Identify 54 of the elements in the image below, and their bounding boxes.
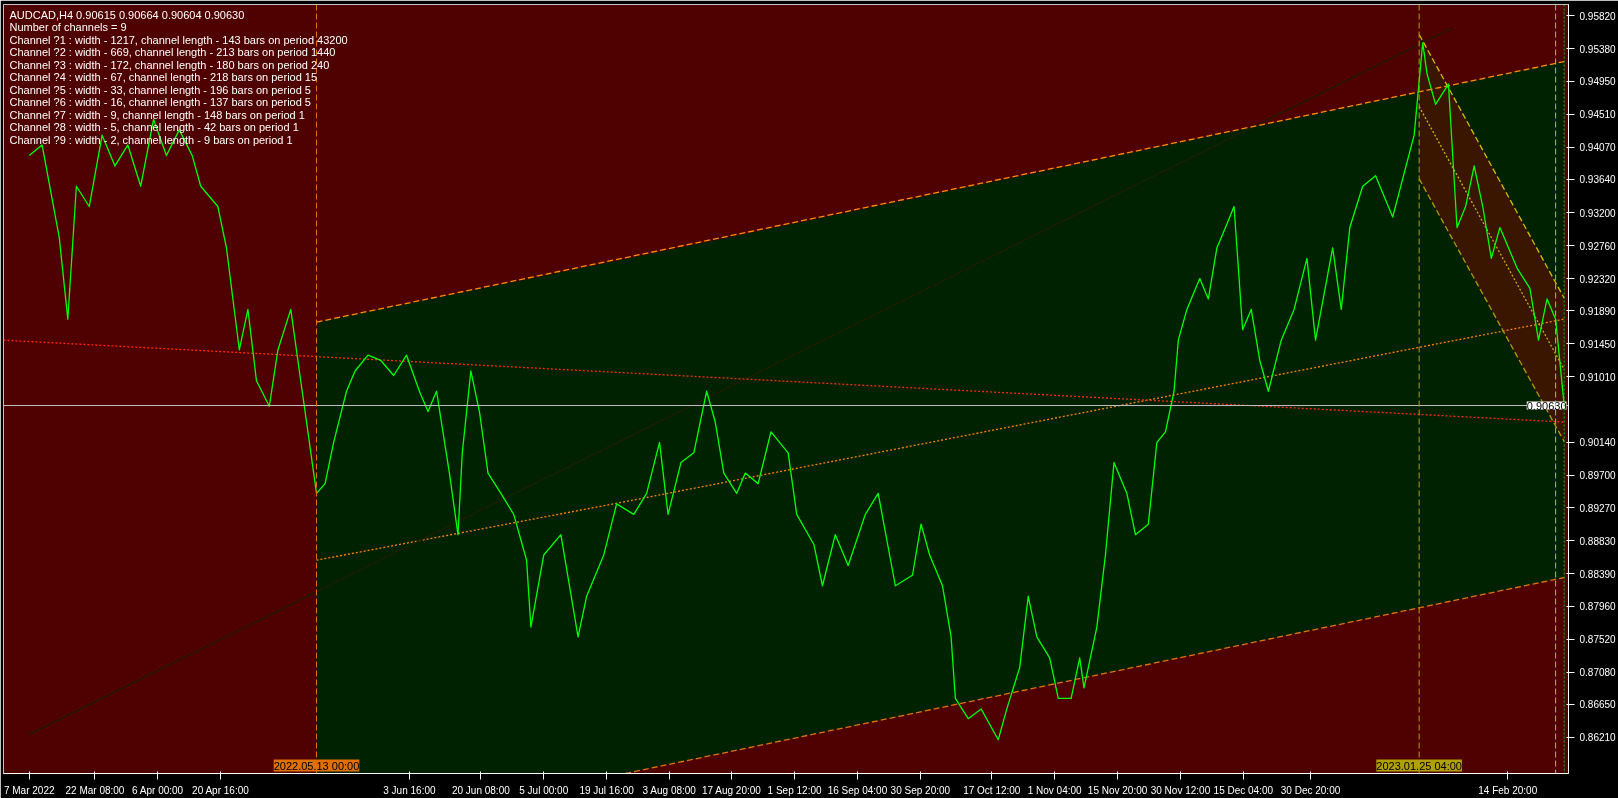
x-tick-label: 19 Jul 16:00 (579, 784, 635, 796)
annotation: Channel ?7 : width - 9, channel length - 148 bars on period 1 (9, 108, 305, 121)
y-tick-label: 0.89700 (1579, 470, 1617, 482)
y-tick-label: 0.91010 (1579, 371, 1617, 383)
y-tick-label: 0.88390 (1579, 568, 1617, 580)
annotation: Channel ?4 : width - 67, channel length - 218 bars on period 15 (9, 71, 318, 83)
x-tick-label: 22 Mar 08:00 (65, 784, 125, 796)
x-tick-label: 3 Jun 16:00 (383, 784, 436, 796)
x-tick-label: 6 Apr 00:00 (132, 784, 184, 796)
y-tick-label: 0.87080 (1579, 667, 1617, 679)
x-tick-label: 30 Dec 20:00 (1280, 784, 1341, 796)
y-tick-label: 0.93200 (1579, 207, 1617, 219)
y-tick-label: 0.92320 (1579, 273, 1617, 285)
y-tick-label: 0.95820 (1579, 10, 1617, 22)
y-tick-label: 0.95380 (1579, 43, 1617, 55)
y-tick-label: 0.91450 (1579, 338, 1617, 350)
y-tick-label: 0.90140 (1579, 437, 1617, 449)
y-tick-label: 0.89270 (1579, 502, 1617, 514)
x-tick-label: 5 Jul 00:00 (519, 784, 569, 796)
y-tick-label: 0.87960 (1579, 601, 1617, 613)
x-tick-label: 16 Sep 04:00 (827, 784, 888, 796)
y-tick-label: 0.94070 (1579, 142, 1617, 154)
y-tick-label: 0.94950 (1579, 76, 1617, 88)
y-tick-label: 0.94510 (1579, 109, 1617, 121)
x-tick-label: 17 Aug 20:00 (701, 784, 762, 796)
x-tick-label: 1 Nov 04:00 (1027, 784, 1083, 796)
x-tick-label: 17 Oct 12:00 (963, 784, 1021, 796)
y-tick-label: 0.92760 (1579, 240, 1617, 252)
ref-line-label: 2023.01.25 04:00 (1376, 759, 1462, 772)
x-tick-label: 14 Feb 20:00 (1478, 784, 1538, 796)
annotation: Number of channels = 9 (9, 21, 127, 33)
annotation: Channel ?1 : width - 1217, channel length - 143 bars on period 43200 (9, 33, 348, 46)
y-tick-label: 0.91890 (1579, 305, 1617, 317)
y-tick-label: 0.88830 (1579, 535, 1617, 547)
x-tick-label: 15 Nov 20:00 (1087, 784, 1148, 796)
ref-line-label: 0.90630 (1526, 399, 1567, 412)
y-tick-label: 0.86650 (1579, 699, 1617, 711)
chart-title: AUDCAD,H4 0.90615 0.90664 0.90604 0.90630 (9, 8, 245, 21)
annotation: Channel ?2 : width - 669, channel length - 213 bars on period 1440 (9, 46, 336, 58)
y-tick-label: 0.93640 (1579, 174, 1617, 186)
annotation: Channel ?3 : width - 172, channel length - 180 bars on period 240 (9, 58, 330, 71)
x-tick-label: 20 Apr 16:00 (192, 784, 250, 796)
ref-line-label: 2022.05.13 00:00 (273, 759, 360, 772)
x-tick-label: 30 Nov 12:00 (1150, 784, 1211, 796)
x-tick-label: 20 Jun 08:00 (451, 784, 511, 796)
x-tick-label: 30 Sep 20:00 (890, 784, 951, 796)
x-tick-label: 15 Dec 04:00 (1213, 784, 1274, 796)
y-tick-label: 0.87520 (1579, 634, 1617, 646)
y-tick-label: 0.86210 (1579, 732, 1617, 744)
x-tick-label: 7 Mar 2022 (3, 784, 55, 796)
annotation: Channel ?5 : width - 33, channel length - 196 bars on period 5 (9, 83, 311, 96)
x-tick-label: 1 Sep 12:00 (767, 784, 822, 796)
annotation: Channel ?6 : width - 16, channel length - 137 bars on period 5 (9, 96, 311, 108)
x-tick-label: 3 Aug 08:00 (642, 784, 697, 796)
